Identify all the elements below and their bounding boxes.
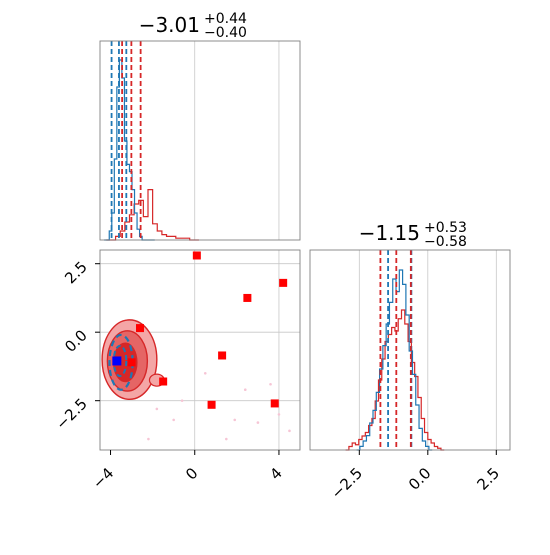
bl-sample-dot-8 bbox=[269, 382, 272, 386]
bl-red-marker-6 bbox=[207, 400, 216, 409]
bl-red-marker-8 bbox=[127, 358, 136, 367]
bottom-right-title-main: −1.15 bbox=[359, 221, 420, 245]
bottom-right-title-sup: +0.53 bbox=[424, 220, 467, 236]
bottom-right-title-sub: −0.58 bbox=[424, 234, 467, 250]
tl-frame bbox=[99, 40, 301, 241]
bl-red-marker-4 bbox=[218, 351, 227, 360]
bl-sample-dot-0 bbox=[172, 418, 175, 422]
br-red-histogram bbox=[345, 309, 445, 451]
bl-frame bbox=[99, 249, 301, 451]
bl-sample-dot-9 bbox=[277, 413, 281, 416]
br-blue-histogram bbox=[356, 269, 433, 451]
top-left-title-sub: −0.40 bbox=[204, 25, 247, 41]
bl-red-marker-5 bbox=[159, 377, 168, 386]
bl-sample-dot-6 bbox=[203, 371, 207, 375]
bl-sample-dot-5 bbox=[243, 388, 247, 392]
bl-sample-dot-7 bbox=[155, 407, 159, 411]
bl-sample-dot-10 bbox=[180, 399, 184, 402]
bl-red-marker-3 bbox=[136, 324, 144, 333]
bl-sample-dot-11 bbox=[233, 418, 237, 422]
tl-red-histogram bbox=[106, 189, 199, 241]
bl-red-marker-1 bbox=[279, 278, 288, 287]
top-left-title-sup: +0.44 bbox=[204, 11, 247, 27]
bl-sample-dot-4 bbox=[147, 437, 150, 441]
bl-sample-dot-2 bbox=[256, 421, 260, 424]
bl-blue-marker-0 bbox=[112, 356, 122, 366]
panel-top-left-histogram bbox=[99, 40, 301, 241]
top-left-title-main: −3.01 bbox=[139, 13, 200, 37]
bl-sample-dot-1 bbox=[225, 437, 228, 441]
bl-sample-dot-3 bbox=[288, 429, 291, 433]
bl-red-marker-7 bbox=[270, 399, 279, 408]
bl-red-marker-2 bbox=[243, 293, 252, 302]
bl-red-marker-0 bbox=[192, 251, 201, 260]
br-frame bbox=[309, 249, 511, 451]
